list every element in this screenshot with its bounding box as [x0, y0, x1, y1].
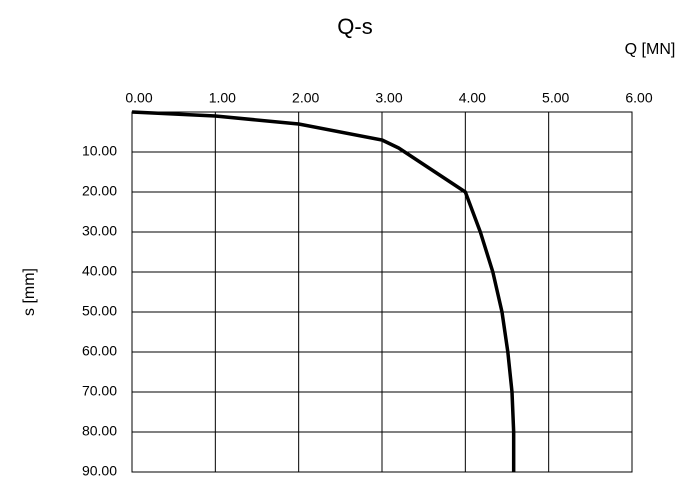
x-tick-label: 3.00	[375, 90, 402, 106]
y-tick-label: 60.00	[82, 343, 117, 359]
data-line	[131, 110, 516, 472]
x-tick-label: 2.00	[292, 90, 319, 106]
chart-title: Q-s	[337, 14, 372, 39]
y-tick-label: 40.00	[82, 263, 117, 279]
x-tick-label: 5.00	[542, 90, 569, 106]
y-tick-label: 10.00	[82, 143, 117, 159]
x-tick-label: 6.00	[625, 90, 652, 106]
y-tick-label: 90.00	[82, 463, 117, 477]
y-tick-label: 50.00	[82, 303, 117, 319]
y-tick-label: 80.00	[82, 423, 117, 439]
x-tick-label: 4.00	[459, 90, 486, 106]
y-tick-label: 20.00	[82, 183, 117, 199]
y-axis-label: s [mm]	[21, 268, 38, 316]
x-tick-label: 0.00	[125, 90, 152, 106]
y-tick-label: 30.00	[82, 223, 117, 239]
x-tick-label: 1.00	[209, 90, 236, 106]
x-axis-label: Q [MN]	[625, 41, 676, 58]
y-tick-label: 70.00	[82, 383, 117, 399]
